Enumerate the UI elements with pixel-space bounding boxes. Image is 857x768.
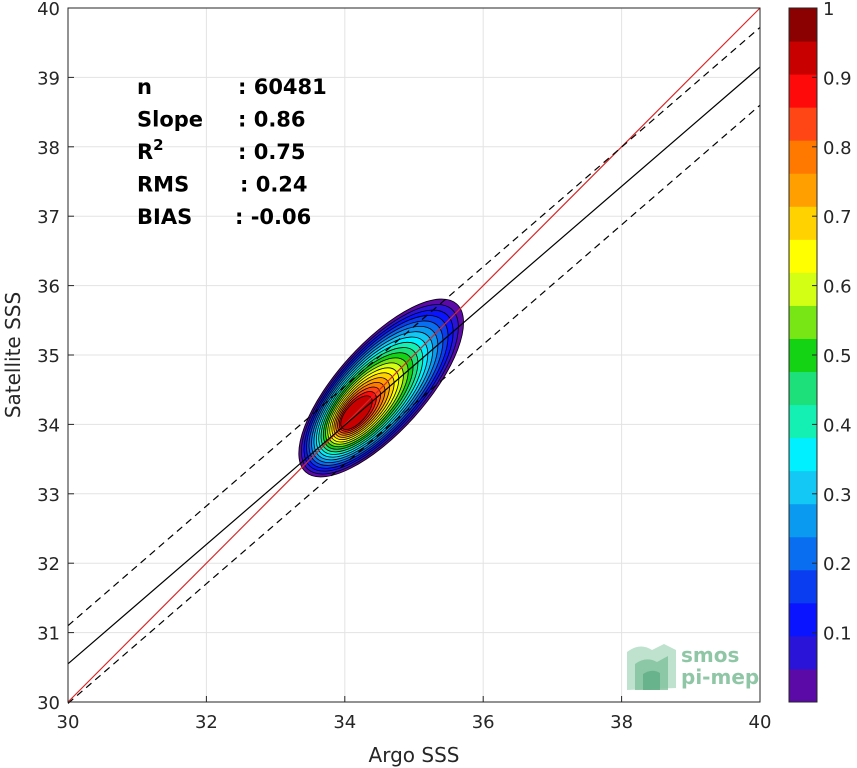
y-tick-label: 33: [37, 485, 60, 506]
line-regression-lower: [67, 104, 761, 704]
stat-label: Slope: [137, 108, 203, 132]
logo-text-smos: smos: [681, 643, 739, 667]
stat-value: : 0.86: [238, 108, 306, 132]
colorbar: 0.1 0.2 0.3 0.4 0.5 0.6 0.7 0.8 0.9 1: [788, 0, 852, 703]
y-tick-label: 39: [37, 68, 60, 89]
y-tick-label: 30: [37, 693, 60, 714]
x-tick-label: 32: [195, 712, 218, 733]
colorbar-tick-label: 0.1: [823, 624, 852, 645]
colorbar-band: [789, 404, 817, 439]
colorbar-band: [789, 470, 817, 505]
stat-label: BIAS: [137, 205, 192, 229]
colorbar-tick-label: 0.7: [823, 207, 852, 228]
colorbar-band: [789, 668, 817, 703]
colorbar-tick-label: 1: [823, 0, 834, 20]
line-regression: [67, 66, 761, 665]
y-axis-label: Satellite SSS: [1, 292, 25, 418]
colorbar-band: [789, 272, 817, 306]
stat-value: : 60481: [238, 75, 327, 99]
x-tick-label: 36: [472, 712, 495, 733]
colorbar-band: [789, 140, 817, 174]
y-tick-label: 32: [37, 554, 60, 575]
colorbar-band: [789, 305, 817, 339]
colorbar-band: [789, 239, 817, 273]
x-tick-label: 34: [333, 712, 356, 733]
colorbar-tick-label: 0.3: [823, 485, 852, 506]
y-tick-label: 36: [37, 277, 60, 298]
colorbar-band: [789, 8, 817, 42]
x-tick-label: 40: [749, 712, 772, 733]
y-tick-label: 35: [37, 346, 60, 367]
stat-superscript: 2: [153, 136, 163, 154]
colorbar-tick-label: 0.8: [823, 138, 852, 159]
colorbar-tick-label: 0.2: [823, 554, 852, 575]
colorbar-tick-label: 0.5: [823, 346, 852, 367]
y-tick-label: 31: [37, 624, 60, 645]
line-regression-upper: [67, 26, 761, 627]
y-tick-label: 34: [37, 415, 60, 436]
line-one-to-one: [67, 7, 761, 703]
logo-text-pi-mep: pi-mep: [681, 665, 759, 689]
x-axis-label: Argo SSS: [369, 743, 460, 767]
stat-value: : -0.06: [235, 205, 311, 229]
colorbar-band: [789, 503, 817, 538]
colorbar-band: [789, 437, 817, 472]
smos-pi-mep-logo: smos pi-mep: [627, 643, 759, 690]
x-tick-label: 30: [57, 712, 80, 733]
x-axis-ticks: 30 32 34 36 38 40: [57, 696, 772, 733]
colorbar-band: [789, 74, 817, 108]
colorbar-band: [789, 536, 817, 571]
colorbar-tick-label: 0.4: [823, 415, 852, 436]
stat-label: RMS: [137, 173, 189, 197]
colorbar-tick-label: 0.9: [823, 68, 852, 89]
stat-label: R2: [137, 136, 164, 164]
stats-annotation: n : 60481 Slope : 0.86 R2 : 0.75 RMS : 0.24 BIAS…: [137, 75, 327, 229]
colorbar-band: [789, 206, 817, 240]
colorbar-band: [789, 569, 817, 604]
y-tick-label: 38: [37, 138, 60, 159]
colorbar-band: [789, 371, 817, 406]
colorbar-band: [789, 41, 817, 75]
stat-value: : 0.75: [238, 140, 306, 164]
y-tick-label: 37: [37, 207, 60, 228]
colorbar-band: [789, 602, 817, 637]
stat-value: : 0.24: [240, 173, 308, 197]
colorbar-band: [789, 173, 817, 207]
logo-mark: [627, 644, 676, 690]
y-tick-label: 40: [37, 0, 60, 20]
reference-lines: [67, 7, 761, 704]
colorbar-band: [789, 107, 817, 141]
colorbar-tick-label: 0.6: [823, 277, 852, 298]
stat-label: n: [137, 75, 152, 99]
colorbar-band: [789, 635, 817, 670]
y-axis-ticks: 30 31 32 33 34 35 36 37 38 39 40: [37, 0, 74, 714]
x-tick-label: 38: [610, 712, 633, 733]
